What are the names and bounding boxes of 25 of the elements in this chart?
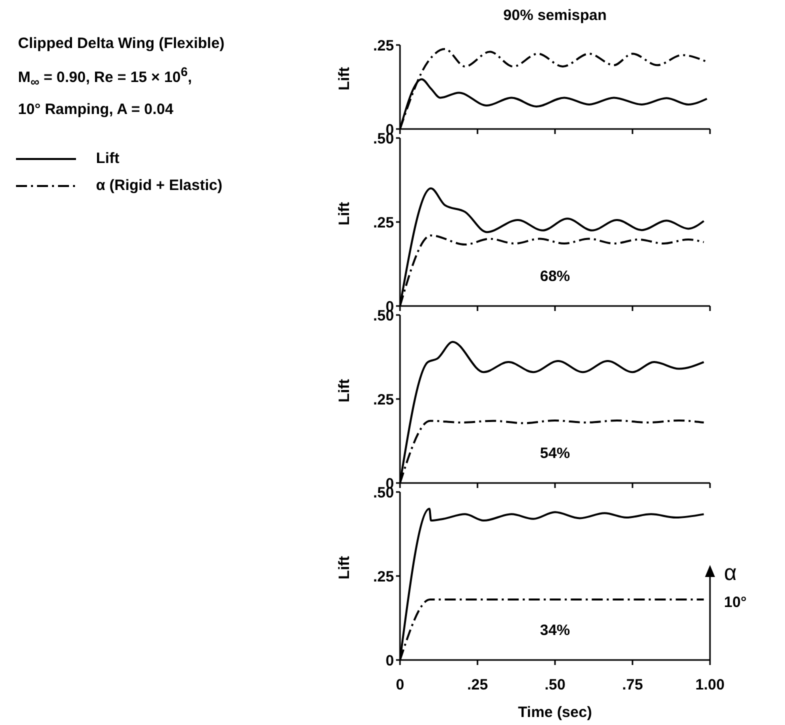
chart-title: 90% semispan: [502, 7, 608, 24]
y-tick-label: .25: [373, 391, 394, 408]
legend-label: Lift: [96, 150, 120, 167]
text: 10° Ramping, A = 0.04: [18, 100, 174, 120]
y-tick-label: 0: [386, 652, 394, 670]
y-tick-label: .25: [373, 214, 394, 232]
x-tick-label: .50: [544, 676, 566, 694]
x-tick-label: .75: [622, 676, 643, 694]
x-axis-title: Time (sec): [517, 704, 593, 721]
y-axis-title: Lift: [336, 556, 353, 580]
x-tick-label: .25: [467, 676, 488, 694]
legend-label: α (Rigid + Elastic): [96, 177, 222, 194]
text: 68%: [538, 268, 572, 285]
text: M$_{∞}$ = 0.90, Re = 15 × 10$^{6}$,: [18, 64, 193, 91]
text: α: [724, 560, 737, 586]
y-axis-title: Lift: [336, 67, 353, 90]
text: 54%: [538, 445, 572, 462]
y-tick-label: .25: [373, 568, 394, 586]
text: 10°: [724, 594, 747, 611]
x-tick-label: 1.00: [695, 676, 725, 694]
y-axis-title: Lift: [336, 202, 353, 226]
y-axis-title: Lift: [336, 379, 353, 402]
y-tick-label: .25: [373, 37, 394, 54]
text: Clipped Delta Wing (Flexible): [18, 34, 225, 54]
text: 34%: [538, 622, 572, 639]
